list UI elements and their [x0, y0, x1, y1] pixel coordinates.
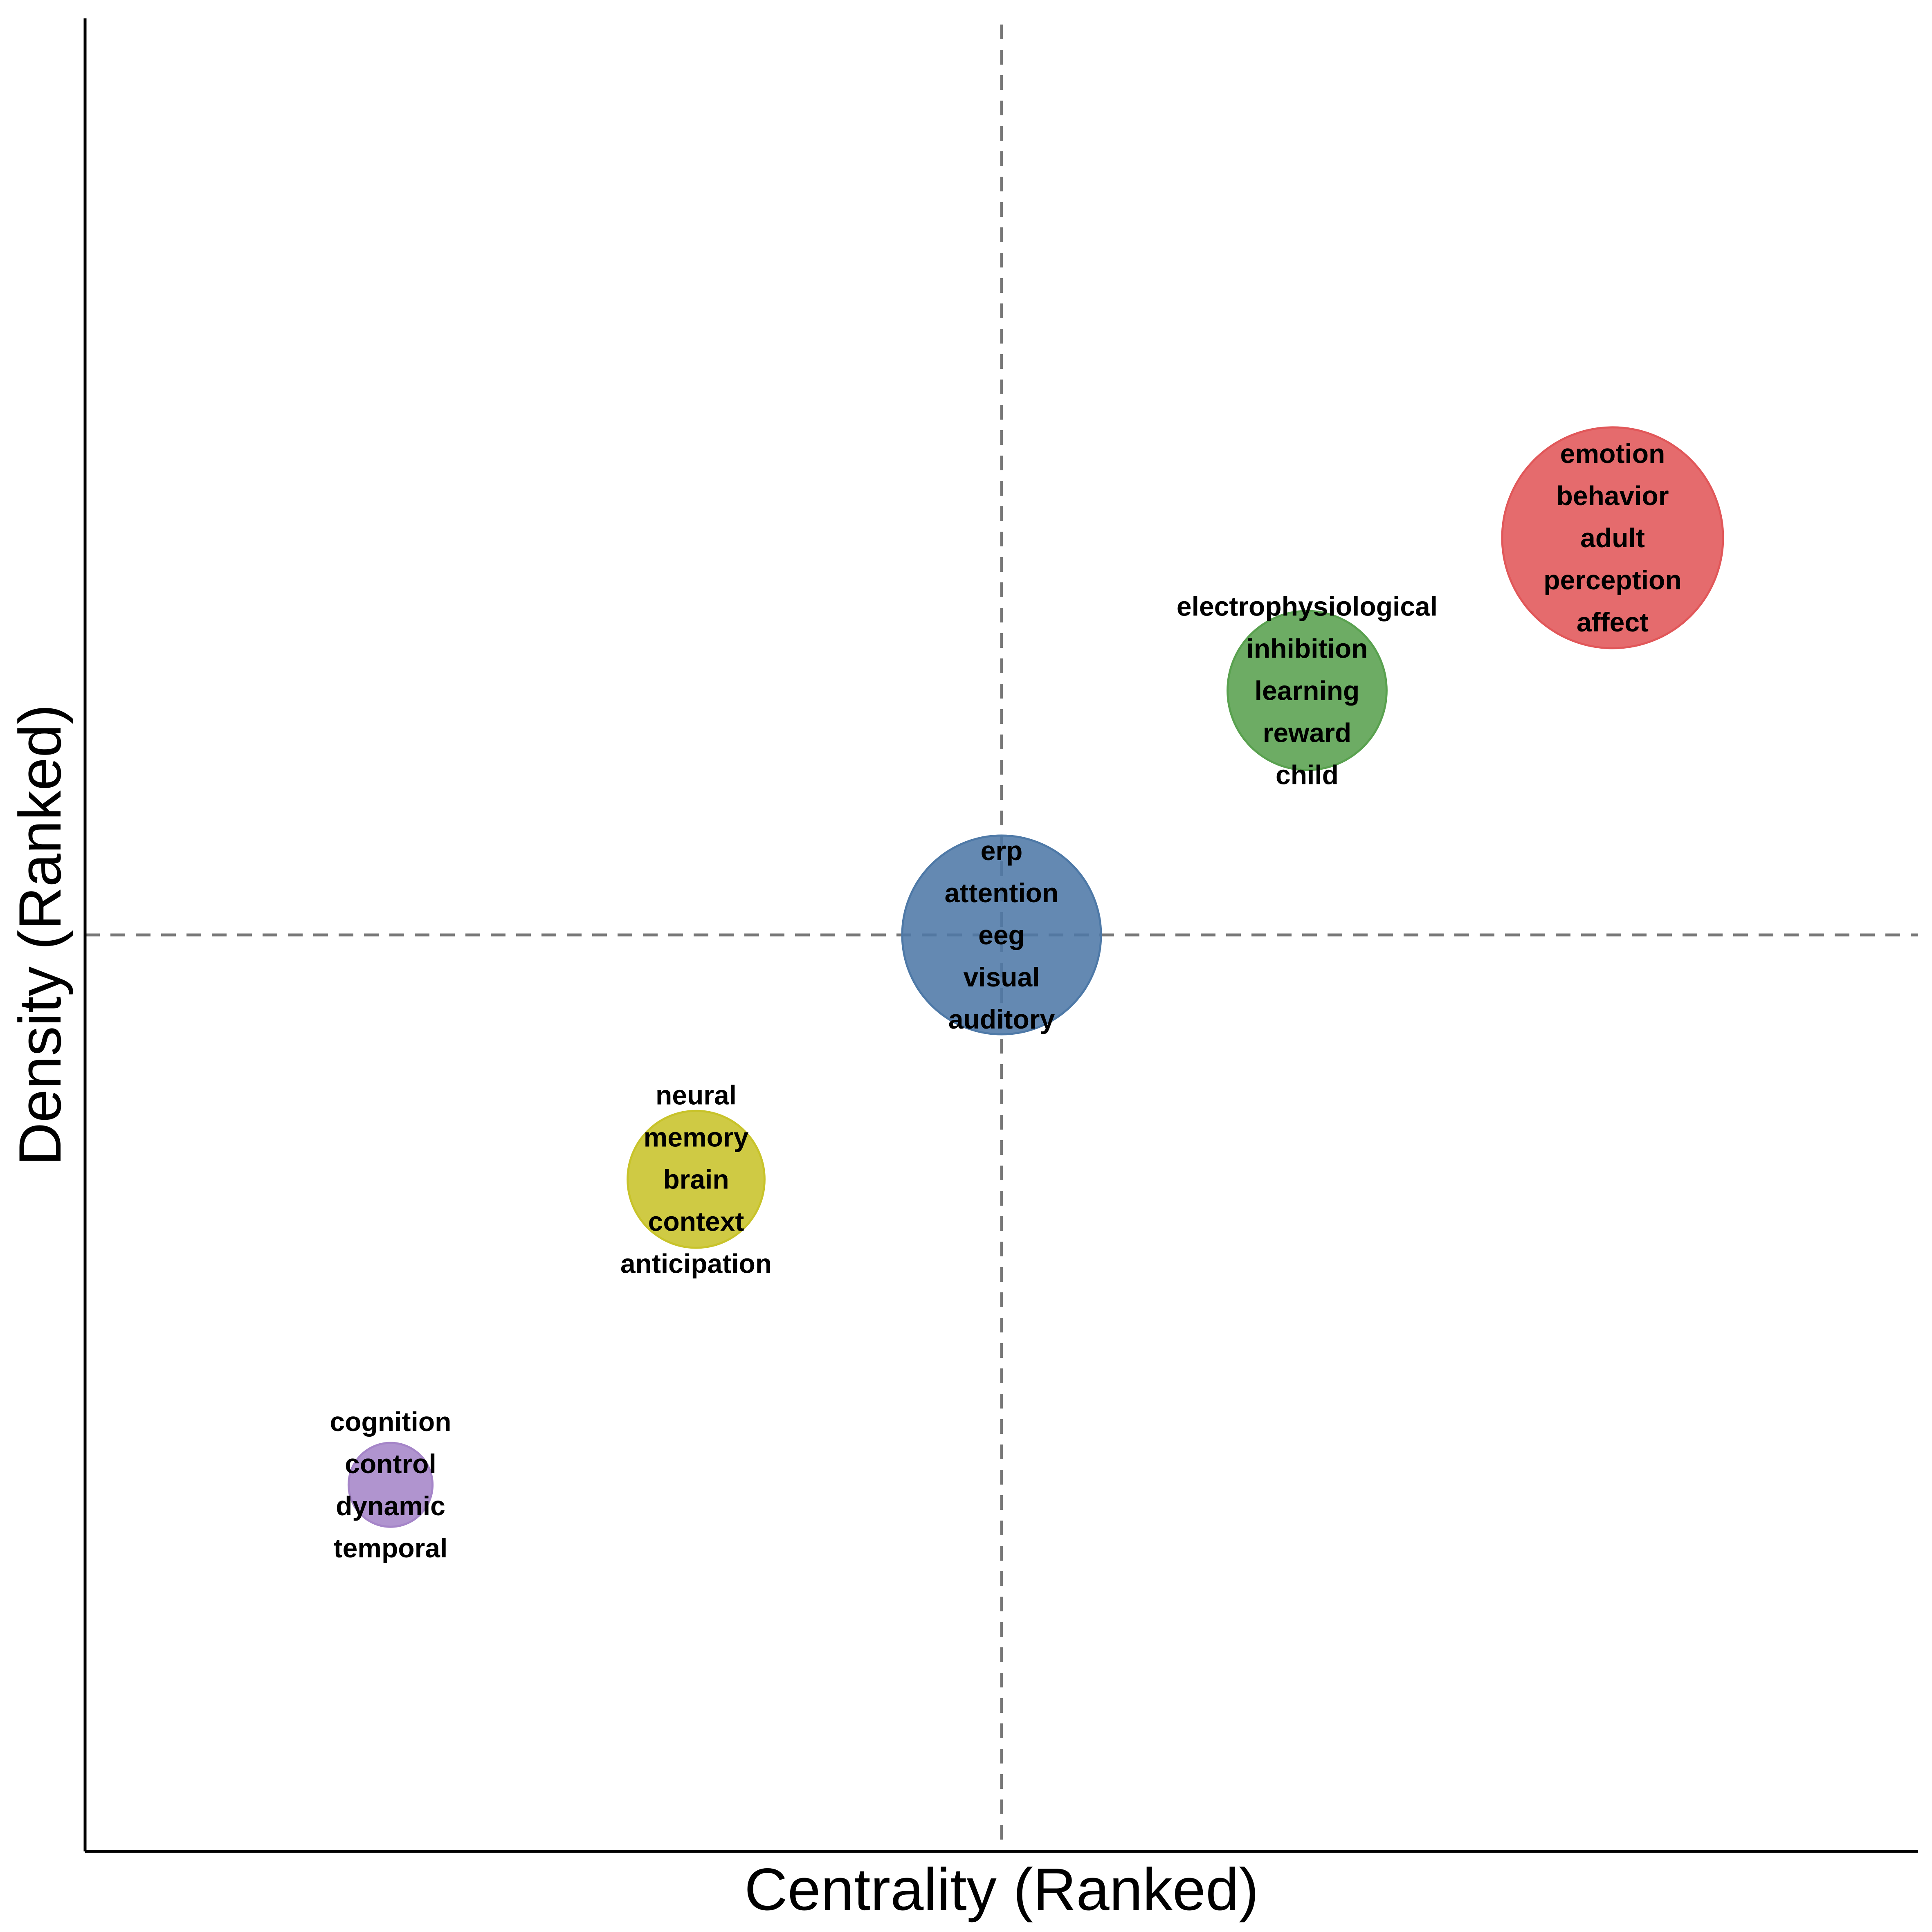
- cluster-bubble-4: [627, 1110, 766, 1249]
- cluster-bubbles: [347, 426, 1724, 1528]
- cluster-bubble-3: [901, 834, 1102, 1036]
- cluster-3-term-label: visual: [963, 962, 1040, 992]
- cluster-4-term-label: context: [648, 1206, 744, 1237]
- x-axis-title: Centrality (Ranked): [744, 1856, 1259, 1923]
- cluster-1-term-label: perception: [1543, 565, 1681, 595]
- cluster-3-term-label: auditory: [948, 1004, 1055, 1034]
- y-axis-title: Density (Ranked): [7, 704, 73, 1166]
- cluster-2-term-label: learning: [1255, 675, 1360, 705]
- cluster-bubble-1: [1501, 426, 1724, 649]
- cluster-5-term-label: dynamic: [336, 1491, 445, 1521]
- cluster-5-term-label: control: [345, 1449, 436, 1479]
- cluster-1-term-label: adult: [1580, 523, 1645, 553]
- cluster-2-term-label: child: [1276, 759, 1339, 790]
- cluster-2-term-label: reward: [1263, 717, 1351, 748]
- cluster-3-term-label: attention: [945, 878, 1059, 908]
- axes: [83, 18, 1918, 1853]
- cluster-4-term-label: brain: [663, 1164, 729, 1195]
- cluster-3-term-label: erp: [981, 836, 1023, 866]
- cluster-5-term-label: temporal: [334, 1533, 448, 1563]
- cluster-4-term-label: memory: [644, 1122, 749, 1152]
- cluster-1-term-label: affect: [1577, 607, 1649, 637]
- cluster-2-term-label: inhibition: [1247, 633, 1368, 663]
- cluster-1-term-label: emotion: [1560, 438, 1665, 469]
- cluster-4-term-label: anticipation: [620, 1249, 772, 1279]
- cluster-4-term-label: neural: [656, 1080, 737, 1110]
- cluster-1-term-label: behavior: [1556, 481, 1669, 511]
- cluster-bubble-2: [1227, 610, 1388, 771]
- cluster-3-term-label: eeg: [978, 920, 1025, 950]
- cluster-2-term-label: electrophysiological: [1177, 591, 1438, 621]
- cluster-bubble-5: [347, 1442, 434, 1528]
- cluster-5-term-label: cognition: [330, 1406, 452, 1437]
- cluster-labels: emotion behavior adult perception affect elec…: [330, 438, 1682, 1563]
